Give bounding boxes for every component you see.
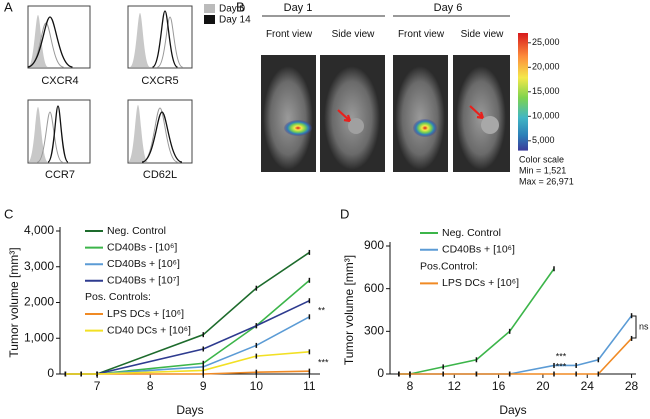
bli-images	[261, 55, 510, 172]
marker-label: CCR7	[45, 169, 75, 181]
histogram-iso	[157, 16, 183, 68]
legend-heading: Pos. Controls:	[85, 291, 151, 303]
legend-label: Neg. Control	[107, 225, 166, 237]
marker-label: CXCR5	[141, 75, 178, 87]
histogram-day0	[28, 107, 48, 162]
mouse	[395, 66, 445, 170]
tumor	[481, 116, 499, 134]
arrow	[469, 105, 485, 120]
legend-label: Day 14	[219, 15, 251, 26]
view-label: Side view	[331, 29, 375, 40]
x-tick-label: 10	[250, 379, 264, 393]
panel-label: A	[4, 0, 13, 14]
annotation: ns	[639, 321, 649, 331]
caption: Max = 26,971	[519, 176, 574, 186]
x-tick-label: 12	[448, 379, 462, 393]
histogram-day0	[130, 13, 150, 67]
y-tick-label: 3,000	[24, 259, 54, 273]
legend-label: Neg. Control	[442, 227, 501, 239]
mouse	[263, 66, 313, 170]
x-axis-label: Days	[176, 403, 203, 417]
y-tick-label: 2,000	[24, 295, 54, 309]
histogram-day14	[47, 105, 69, 163]
bracket	[632, 315, 637, 339]
histogram-day0	[128, 105, 148, 162]
legend-label: CD40 DCs + [10⁶]	[107, 324, 191, 336]
marker-label: CD62L	[143, 169, 177, 181]
signal	[413, 119, 437, 137]
colorbar-label: 20,000	[532, 62, 560, 72]
histogram-day14	[27, 16, 73, 68]
caption: Color scale	[519, 154, 564, 164]
histogram-iso	[142, 107, 178, 163]
legend-heading: Pos.Control:	[420, 260, 478, 272]
histogram-frame	[127, 5, 193, 69]
view-label: Front view	[397, 29, 445, 40]
day-label: Day 1	[284, 2, 313, 14]
histograms	[27, 5, 193, 164]
y-tick-label: 1,000	[24, 330, 54, 344]
legend-label: CD40Bs + [10⁶]	[107, 258, 180, 270]
signal	[284, 120, 312, 136]
y-axis-label: Tumor volume [mm³]	[342, 255, 356, 365]
day-label: Day 6	[434, 2, 463, 14]
histogram-iso	[37, 111, 63, 163]
x-tick-label: 7	[94, 379, 101, 393]
legend-swatch	[204, 15, 215, 24]
tumor	[348, 118, 364, 134]
caption: Min = 1,521	[519, 165, 566, 175]
annotation: ***	[556, 361, 567, 371]
legend-label: LPS DCs + [10⁶]	[442, 277, 519, 289]
mouse	[324, 66, 380, 170]
x-tick-label: 8	[407, 379, 414, 393]
colorbar-label: 15,000	[532, 86, 560, 96]
annotation: ***	[556, 351, 567, 361]
legend-label: Day 0	[219, 4, 246, 15]
legend-label: CD40Bs - [10⁶]	[107, 241, 177, 253]
colorbar-label: 5,000	[532, 135, 555, 145]
arrow	[337, 109, 352, 123]
view-label: Front view	[265, 29, 313, 40]
legend-label: CD40Bs + [10⁷]	[107, 275, 179, 287]
histogram-frame	[27, 5, 91, 69]
histogram-frame	[127, 99, 193, 164]
x-tick-label: 16	[492, 379, 506, 393]
x-tick-label: 11	[303, 379, 316, 393]
x-axis-label: Days	[499, 403, 526, 417]
legend-swatch	[204, 4, 215, 13]
panel-label: B	[236, 0, 245, 14]
x-tick-label: 9	[200, 379, 207, 393]
legend-label: LPS DCs + [10⁶]	[107, 308, 184, 320]
x-tick-label: 24	[581, 379, 595, 393]
x-tick-label: 28	[625, 379, 639, 393]
colorbar-label: 10,000	[532, 111, 560, 121]
x-tick-label: 8	[147, 379, 154, 393]
annotation: **	[318, 305, 326, 315]
marker-label: CXCR4	[41, 75, 78, 87]
legend-label: CD40Bs + [10⁶]	[442, 244, 515, 256]
annotation: ***	[318, 357, 329, 367]
panel-label: C	[4, 206, 13, 221]
histogram-frame	[27, 99, 91, 164]
y-axis-label: Tumor volume [mm³]	[7, 247, 21, 357]
y-tick-label: 0	[377, 366, 384, 380]
y-tick-label: 600	[364, 281, 384, 295]
y-tick-label: 4,000	[24, 223, 54, 237]
x-tick-label: 20	[536, 379, 550, 393]
y-tick-label: 900	[364, 238, 384, 252]
colorbar	[518, 33, 528, 151]
y-tick-label: 0	[47, 366, 54, 380]
series-line	[65, 351, 310, 375]
view-label: Side view	[460, 29, 504, 40]
y-tick-label: 300	[364, 324, 384, 338]
histogram-day14	[141, 111, 183, 163]
histogram-day0	[28, 15, 48, 67]
panel-label: D	[340, 206, 349, 221]
histogram-day14	[151, 10, 179, 68]
colorbar-label: 25,000	[532, 37, 560, 47]
